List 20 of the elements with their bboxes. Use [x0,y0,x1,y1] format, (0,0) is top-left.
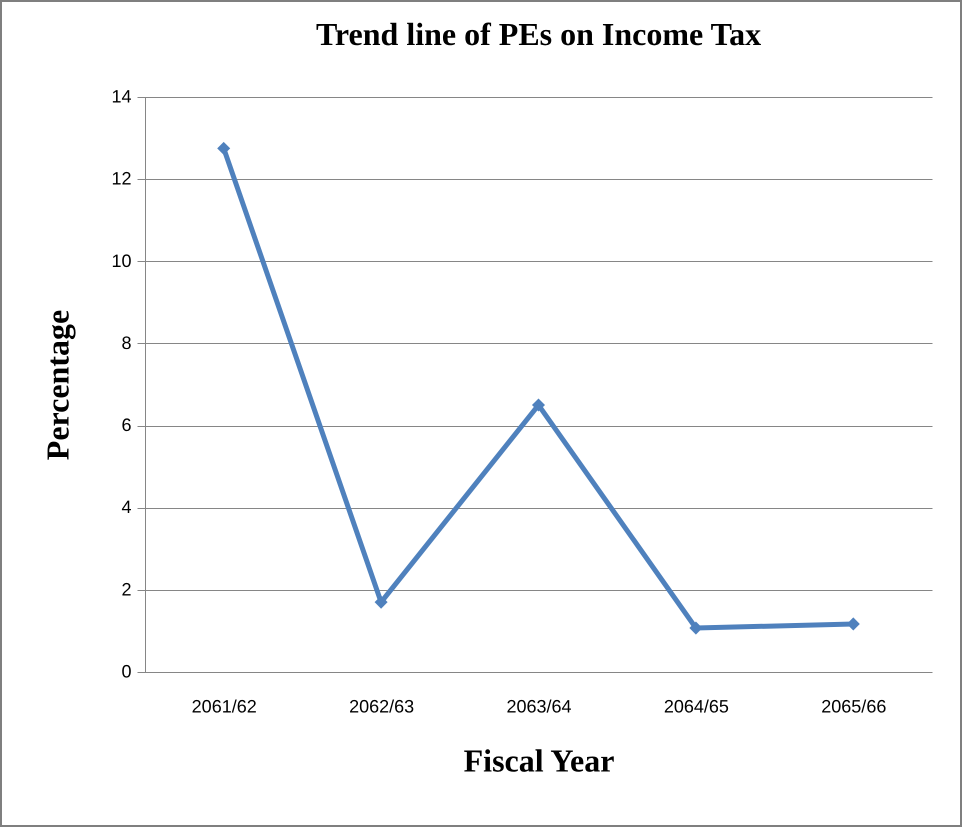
x-tick-label: 2061/62 [192,696,257,716]
y-tick-label: 14 [111,86,132,106]
point [374,596,388,609]
y-axis-title: Percentage [39,310,76,460]
y-tick-label: 0 [121,662,132,682]
y-tick-label: 2 [121,579,132,600]
y-tick-label: 12 [111,168,132,189]
y-tick-label: 6 [121,415,132,436]
point [689,622,702,635]
chart-title: Trend line of PEs on Income Tax [316,16,762,52]
y-tick-label: 10 [111,250,132,271]
point [217,142,230,155]
x-tick-label: 2065/66 [821,696,886,716]
point [532,398,546,412]
x-tick-label: 2063/64 [506,696,572,716]
x-tick-label: 2062/63 [349,696,414,716]
y-tick-label: 4 [121,497,132,518]
y-tick-label: 8 [121,332,132,353]
x-axis-title: Fiscal Year [464,742,614,778]
x-tick-label: 2064/65 [664,696,729,716]
